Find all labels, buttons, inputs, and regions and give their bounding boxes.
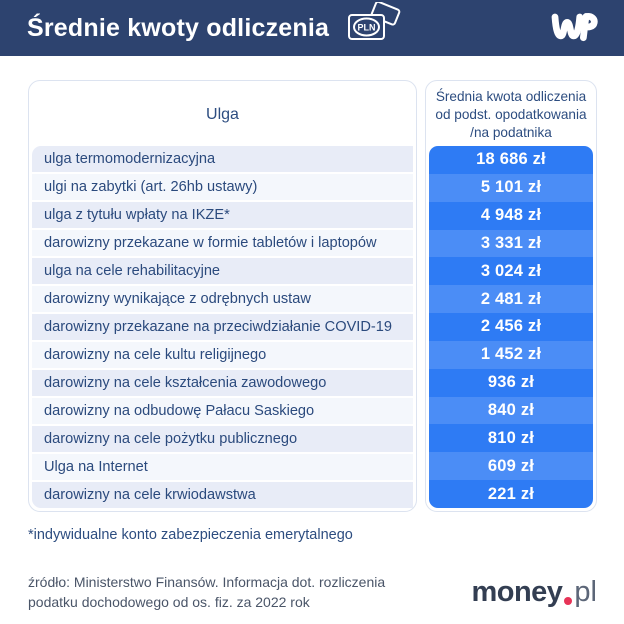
page-title: Średnie kwoty odliczenia bbox=[27, 13, 330, 42]
top-bar: Średnie kwoty odliczenia PLN bbox=[0, 0, 624, 56]
table-row-label: darowizny na cele kultu religijnego bbox=[32, 342, 413, 368]
table-row-label: darowizny przekazane w formie tabletów i… bbox=[32, 230, 413, 256]
svg-text:PLN: PLN bbox=[358, 22, 376, 32]
moneypl-logo: money pl bbox=[471, 576, 597, 609]
source-text: źródło: Ministerstwo Finansów. Informacj… bbox=[28, 573, 385, 612]
table-row-value: 936 zł bbox=[429, 368, 593, 397]
table-row-label: darowizny na odbudowę Pałacu Saskiego bbox=[32, 398, 413, 424]
table-row-value: 810 zł bbox=[429, 424, 593, 453]
table-row-label: darowizny wynikające z odrębnych ustaw bbox=[32, 286, 413, 312]
deductions-table: Ulga ulga termomodernizacyjna ulgi na zab… bbox=[28, 80, 597, 512]
amount-rows: 18 686 zł 5 101 zł 4 948 zł 3 331 zł 3 024 z… bbox=[429, 146, 593, 508]
amount-header-line1: Średnia kwota odliczenia bbox=[435, 89, 587, 105]
table-row-value: 3 331 zł bbox=[429, 229, 593, 258]
footer: źródło: Ministerstwo Finansów. Informacj… bbox=[28, 573, 597, 612]
column-header-relief: Ulga bbox=[206, 106, 239, 123]
table-row-label: darowizny przekazane na przeciwdziałanie… bbox=[32, 314, 413, 340]
footnote: *indywidualne konto zabezpieczenia emery… bbox=[28, 527, 353, 543]
table-row-label: ulga na cele rehabilitacyjne bbox=[32, 258, 413, 284]
table-row-label: ulga termomodernizacyjna bbox=[32, 146, 413, 172]
amount-header-line3: /na podatnika bbox=[470, 124, 552, 140]
wp-logo-icon bbox=[548, 8, 598, 49]
table-row-label: darowizny na cele krwiodawstwa bbox=[32, 482, 413, 508]
amount-column: Średnia kwota odliczenia od podst. opoda… bbox=[425, 80, 597, 512]
moneypl-logo-dot bbox=[564, 597, 573, 606]
table-row-label: darowizny na cele kształcenia zawodowego bbox=[32, 370, 413, 396]
table-row-label: ulga z tytułu wpłaty na IKZE* bbox=[32, 202, 413, 228]
column-header-amount: Średnia kwota odliczenia od podst. opoda… bbox=[429, 84, 593, 146]
relief-column: Ulga ulga termomodernizacyjna ulgi na zab… bbox=[28, 80, 417, 512]
table-row-label: ulgi na zabytki (art. 26hb ustawy) bbox=[32, 174, 413, 200]
table-row-label: darowizny na cele pożytku publicznego bbox=[32, 426, 413, 452]
table-row-value: 1 452 zł bbox=[429, 340, 593, 369]
table-row-value: 5 101 zł bbox=[429, 173, 593, 202]
table-row-value: 2 456 zł bbox=[429, 313, 593, 341]
table-row-value: 2 481 zł bbox=[429, 285, 593, 314]
table-row-label: Ulga na Internet bbox=[32, 454, 413, 480]
pln-banknotes-icon: PLN bbox=[345, 0, 401, 53]
table-row-value: 609 zł bbox=[429, 452, 593, 481]
moneypl-logo-money: money bbox=[471, 576, 563, 609]
amount-header-line2: od podst. opodatkowania bbox=[435, 107, 587, 123]
table-row-value: 18 686 zł bbox=[429, 146, 593, 174]
relief-rows: ulga termomodernizacyjna ulgi na zabytki … bbox=[32, 146, 413, 508]
table-row-value: 221 zł bbox=[429, 480, 593, 508]
table-row-value: 840 zł bbox=[429, 396, 593, 425]
table-row-value: 3 024 zł bbox=[429, 257, 593, 286]
source-line1: źródło: Ministerstwo Finansów. Informacj… bbox=[28, 574, 386, 590]
table-row-value: 4 948 zł bbox=[429, 201, 593, 230]
moneypl-logo-pl: pl bbox=[574, 576, 597, 609]
source-line2: podatku dochodowego od os. fiz. za 2022 … bbox=[28, 593, 310, 610]
